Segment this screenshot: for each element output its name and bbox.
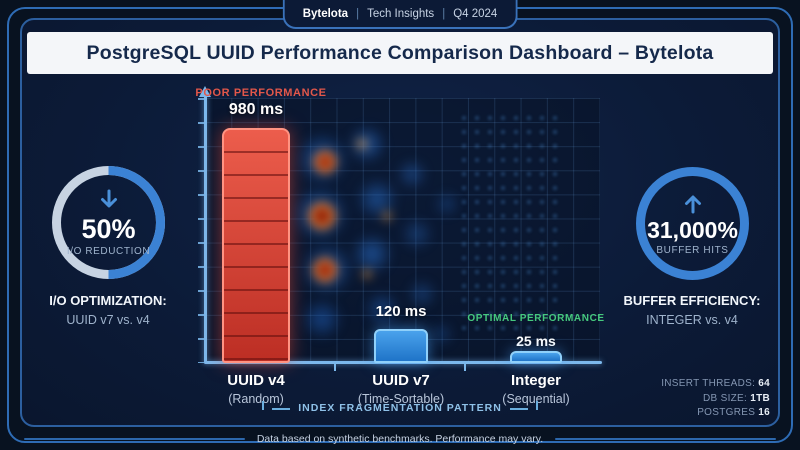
footer-line-right [555, 438, 777, 440]
io-reduction-gauge: 50% I/O REDUCTION [52, 166, 165, 279]
y-axis [204, 96, 207, 363]
y-axis-arrow [199, 86, 211, 97]
optimal-performance-annotation: OPTIMAL PERFORMANCE [467, 313, 605, 324]
footer-line-left [24, 438, 245, 440]
separator: | [356, 7, 360, 20]
stat-label: POSTGRES [697, 407, 756, 418]
buffer-efficiency-caption: BUFFER EFFICIENCY: INTEGER vs. v4 [597, 292, 787, 329]
category-sublabel: (Random) [228, 391, 284, 406]
stat-value: 64 [758, 378, 770, 389]
io-reduction-label: I/O REDUCTION [66, 246, 151, 258]
category-name: UUID v7 [372, 372, 430, 389]
buffer-hits-gauge: 31,000% BUFFER HITS [636, 167, 749, 280]
page-title: PostgreSQL UUID Performance Comparison D… [86, 41, 714, 64]
caption-line1: I/O OPTIMIZATION: [49, 293, 167, 308]
header-period: Q4 2024 [453, 7, 498, 20]
caption-line1: BUFFER EFFICIENCY: [623, 293, 761, 308]
stat-db-size: DB SIZE: 1TB [590, 392, 770, 407]
fragmentation-heatmap-uniform [458, 112, 558, 332]
category-integer: Integer (Sequential) [466, 371, 606, 407]
x-axis-tick [334, 364, 336, 371]
header-section: Tech Insights [367, 7, 435, 20]
category-uuid-v4: UUID v4 (Random) [186, 371, 326, 407]
y-axis-ticks [198, 98, 204, 363]
gauge-ring-fill-100 [636, 167, 749, 280]
stat-label: INSERT THREADS: [661, 378, 756, 389]
x-axis-label: INDEX FRAGMENTATION PATTERN [298, 402, 502, 414]
category-name: Integer [510, 372, 561, 389]
bar-value-uuid-v4: 980 ms [228, 101, 284, 118]
bracket-tick-right [536, 401, 539, 410]
io-optimization-caption: I/O OPTIMIZATION: UUID v7 vs. v4 [13, 292, 203, 329]
bar-integer [510, 351, 562, 363]
footer: Data based on synthetic benchmarks. Perf… [24, 431, 777, 447]
stat-postgres-version: POSTGRES 16 [590, 406, 770, 421]
stat-value: 1TB [750, 392, 770, 404]
poor-performance-annotation: POOR PERFORMANCE [195, 87, 327, 99]
benchmark-stats: INSERT THREADS: 64 DB SIZE: 1TB POSTGRES… [590, 377, 770, 421]
brand-name: Bytelota [302, 7, 349, 20]
title-band: PostgreSQL UUID Performance Comparison D… [27, 32, 773, 74]
stat-value: 16 [758, 407, 770, 418]
buffer-hits-value: 31,000% [647, 216, 738, 243]
x-axis-tick [464, 364, 466, 371]
stat-insert-threads: INSERT THREADS: 64 [590, 377, 770, 392]
io-reduction-value: 50% [81, 213, 136, 244]
separator: | [442, 7, 446, 20]
arrow-up-icon [684, 195, 701, 214]
bracket-line-right [509, 408, 529, 410]
footer-disclaimer: Data based on synthetic benchmarks. Perf… [256, 433, 544, 445]
buffer-hits-label: BUFFER HITS [656, 245, 729, 257]
x-axis-bracket: INDEX FRAGMENTATION PATTERN [262, 400, 539, 414]
category-uuid-v7: UUID v7 (Time-Sortable) [321, 371, 481, 407]
caption-line2: UUID v7 vs. v4 [66, 312, 150, 327]
category-name: UUID v4 [227, 372, 285, 389]
bar-value-integer: 25 ms [516, 333, 556, 349]
arrow-down-icon [100, 189, 117, 208]
caption-line2: INTEGER vs. v4 [646, 312, 738, 327]
header-tab: Bytelota | Tech Insights | Q4 2024 [282, 0, 518, 29]
bar-uuid-v7 [374, 329, 428, 363]
bar-uuid-v4 [222, 128, 290, 363]
bracket-line-left [272, 408, 291, 410]
stat-label: DB SIZE: [703, 392, 748, 404]
bracket-tick-left [262, 401, 264, 410]
category-sublabel: (Sequential) [502, 391, 570, 406]
bar-value-uuid-v7: 120 ms [375, 303, 427, 320]
fragmentation-heatmap-chaotic [292, 104, 458, 356]
category-sublabel: (Time-Sortable) [357, 391, 445, 406]
